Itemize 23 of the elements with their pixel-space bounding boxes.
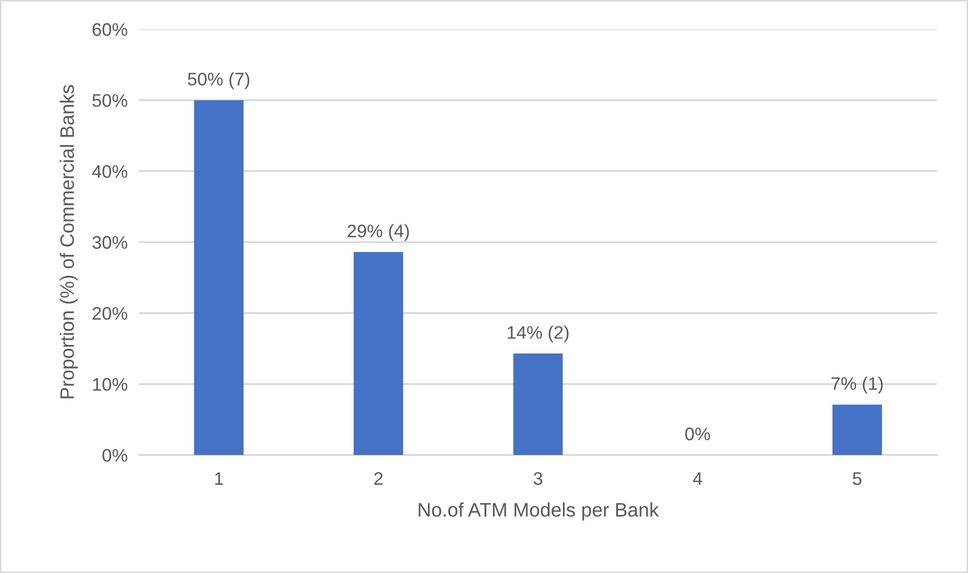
bar: [354, 252, 404, 456]
x-tick-label: 1: [215, 472, 223, 485]
x-tick-label: 4: [693, 472, 702, 485]
x-tick-label: 3: [534, 472, 542, 485]
data-label: 50% (7): [188, 72, 250, 90]
y-tick-label: 50%: [92, 94, 128, 107]
bar: [832, 404, 882, 456]
y-tick-label: 20%: [92, 307, 128, 320]
y-tick-label: 60%: [92, 23, 128, 36]
bar: [513, 354, 563, 456]
data-label: 0%: [685, 428, 710, 440]
x-axis-title: No.of ATM Models per Bank: [418, 502, 659, 521]
y-tick-label: 40%: [92, 165, 128, 178]
y-tick-label: 10%: [93, 378, 128, 391]
y-axis-title: Proportion (%) of Commercial Banks: [60, 85, 78, 398]
bar: [194, 100, 244, 456]
x-tick-label: 5: [852, 472, 862, 485]
y-tick-label: 30%: [92, 236, 128, 249]
y-tick-label: 0%: [102, 448, 128, 462]
data-label: 29% (4): [348, 224, 409, 241]
data-label: 7% (1): [832, 376, 883, 394]
data-label: 14% (2): [508, 326, 569, 342]
x-tick-label: 2: [374, 472, 383, 485]
